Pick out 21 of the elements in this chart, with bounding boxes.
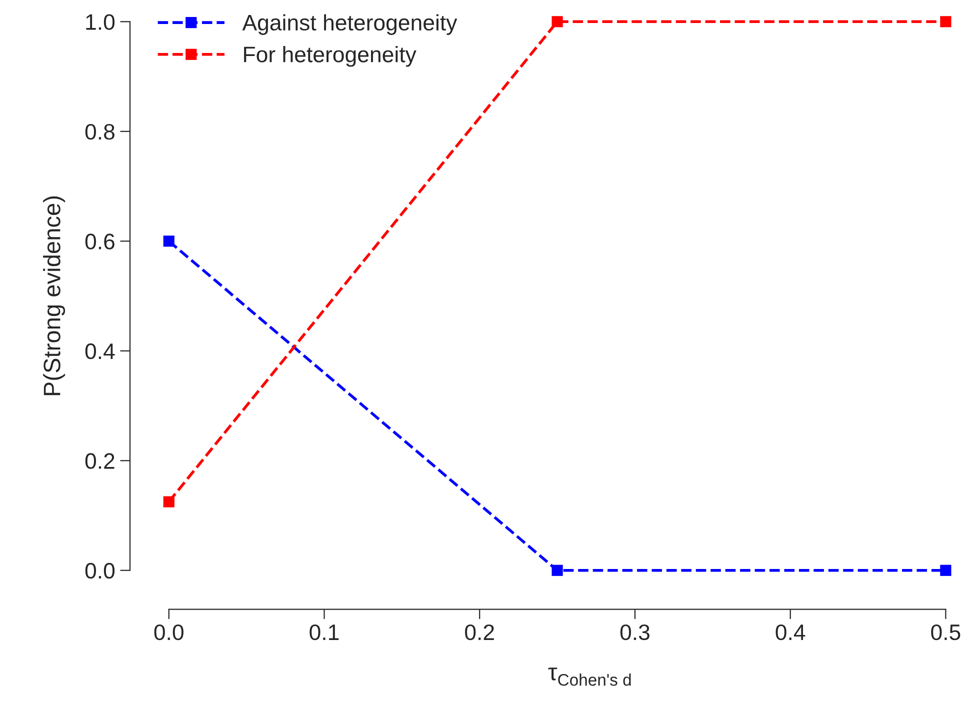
y-tick-label: 0.4 xyxy=(85,343,115,360)
x-tick-label: 0.4 xyxy=(776,624,806,640)
y-tick-label: 0.2 xyxy=(85,453,114,469)
y-tick-label: 0.8 xyxy=(85,124,114,140)
y-tick-label: 1.0 xyxy=(86,14,115,30)
point xyxy=(940,16,952,28)
x-tick-label: 0.2 xyxy=(465,624,494,640)
y-axis-title: P(Strong evidence) xyxy=(43,196,66,396)
y-tick-label: 0.0 xyxy=(85,562,115,579)
y-tick-label: 0.6 xyxy=(85,234,114,250)
point xyxy=(163,236,174,247)
x-tick-label: 0.1 xyxy=(310,624,339,640)
point xyxy=(552,564,563,576)
x-tick-label: 0.3 xyxy=(620,624,650,640)
point xyxy=(940,564,952,576)
legend-label: Against heterogeneity xyxy=(242,14,458,35)
legend-label: For heterogeneity xyxy=(244,46,416,67)
x-tick-label: 0.5 xyxy=(931,624,960,640)
x-tick-label: 0.0 xyxy=(154,624,184,640)
point xyxy=(163,496,174,508)
point xyxy=(552,16,563,28)
